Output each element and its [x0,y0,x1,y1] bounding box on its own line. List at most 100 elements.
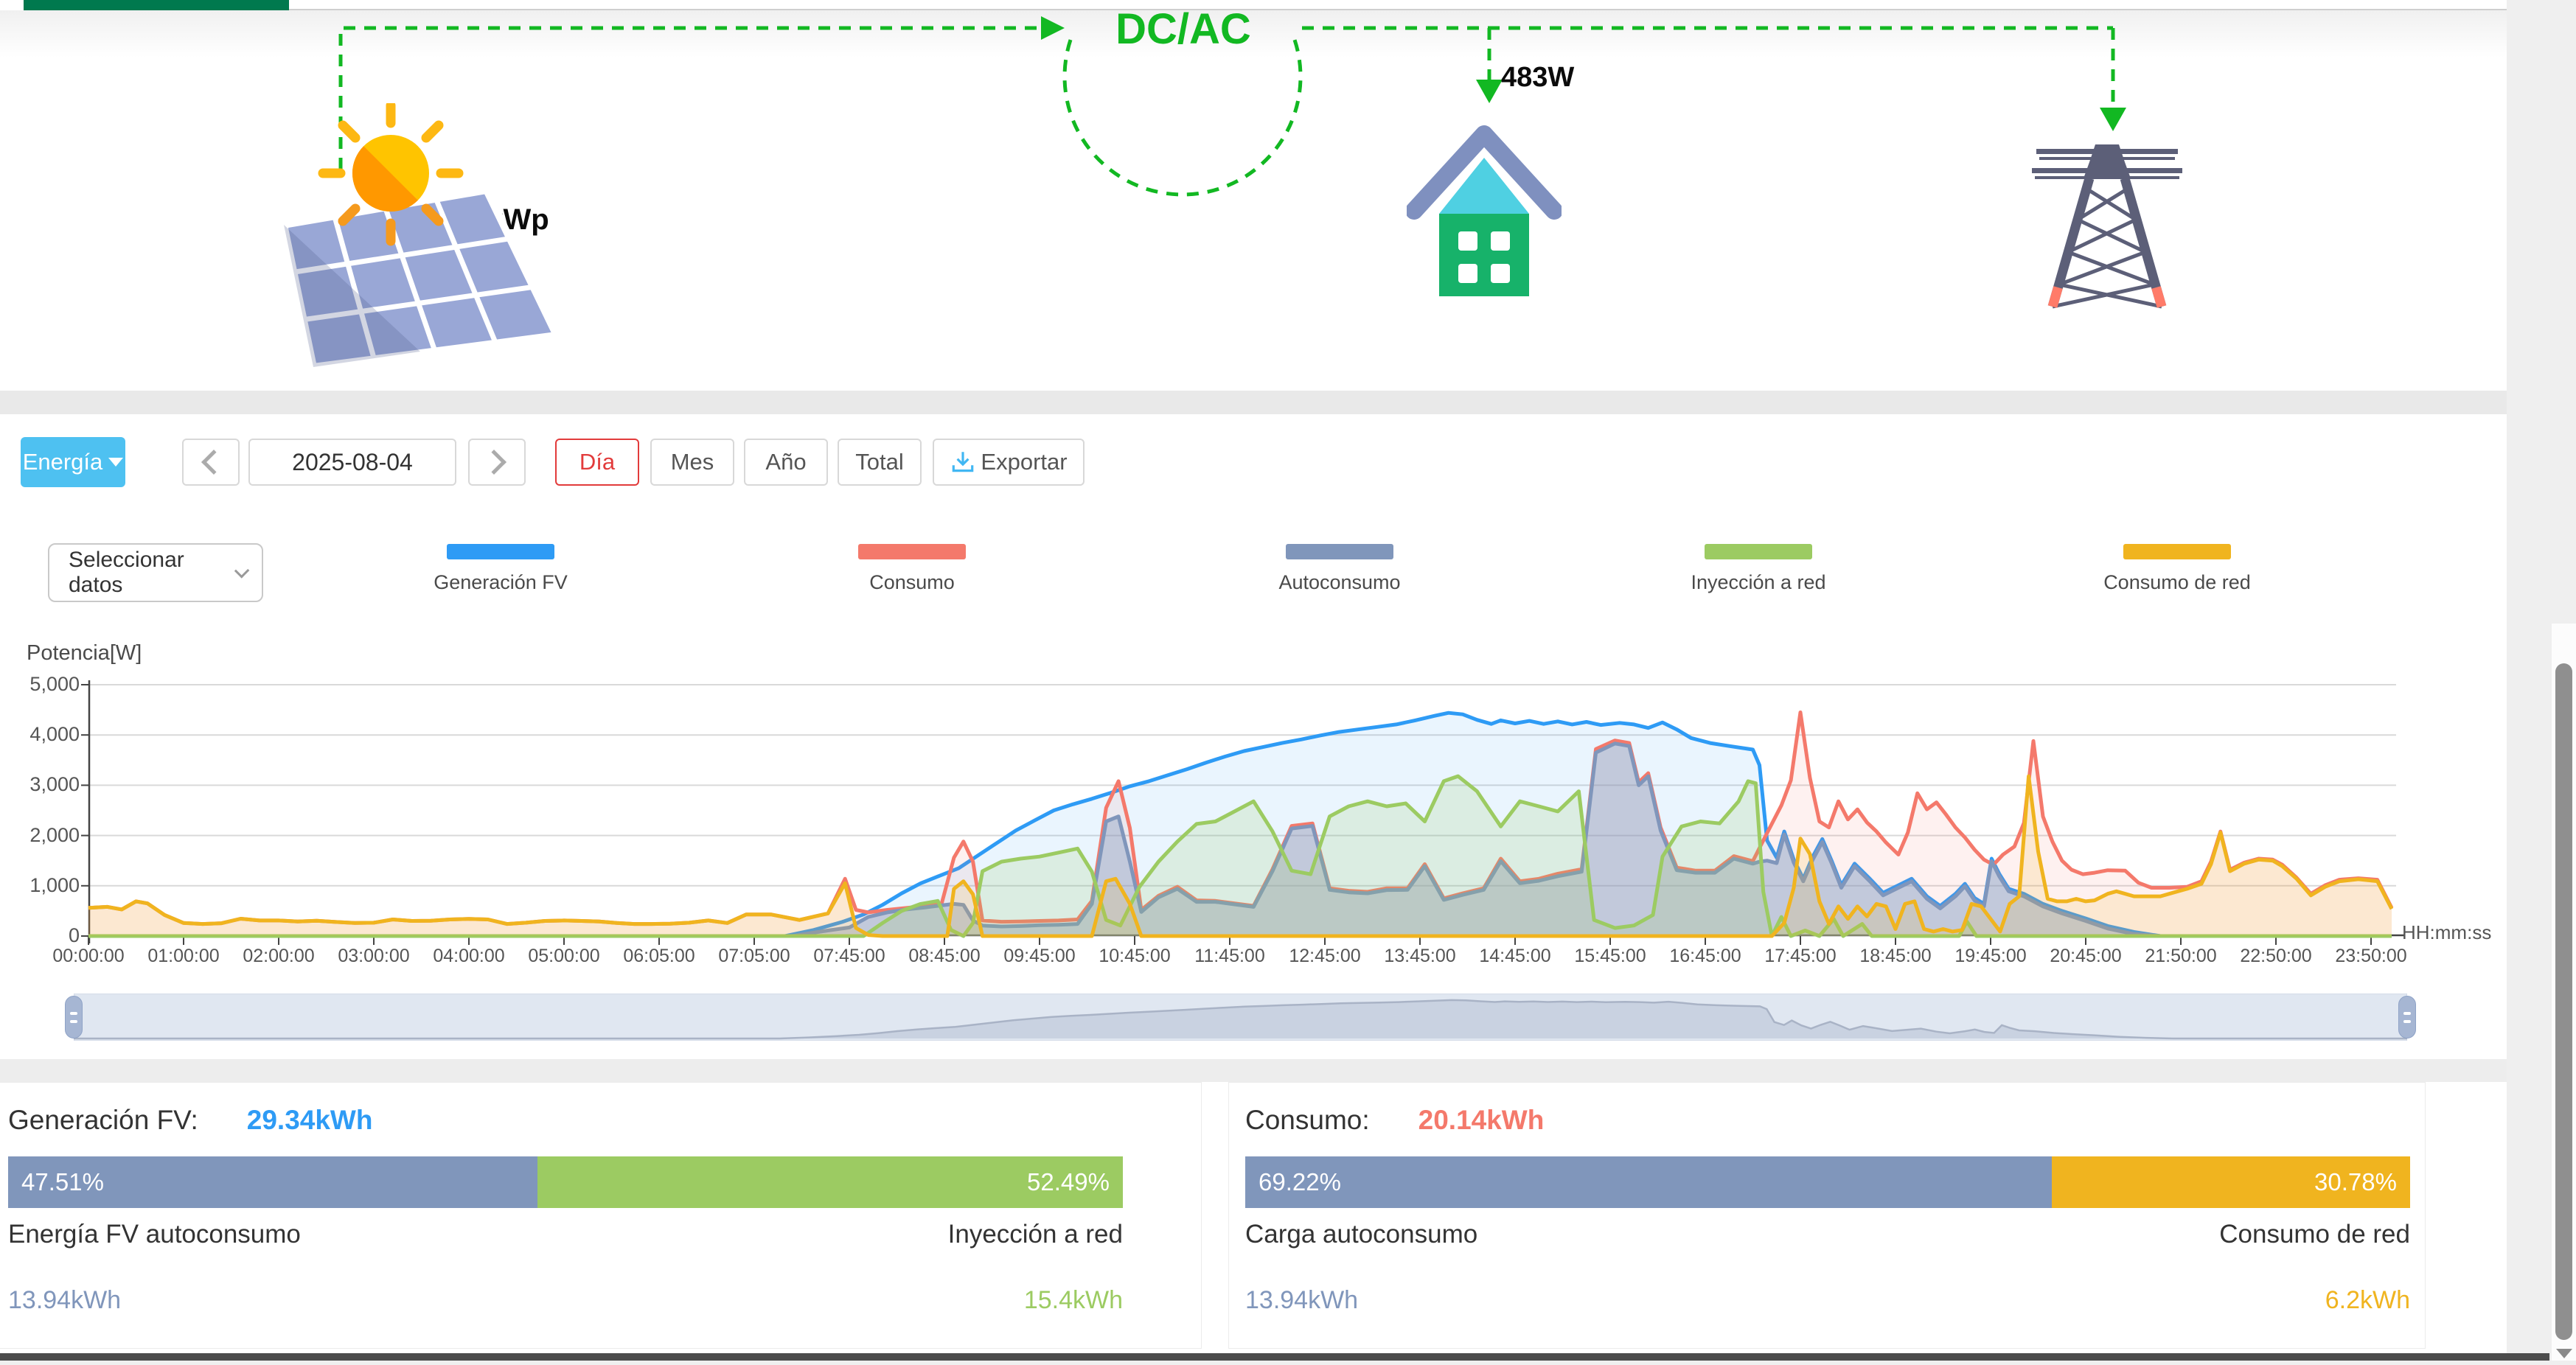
solar-panel-icon [279,103,563,371]
x-tick-label: 14:45:00 [1479,946,1551,966]
x-tick-label: 17:45:00 [1764,946,1837,966]
navigator-preview[interactable] [74,994,2407,1041]
date-value: 2025-08-04 [292,448,413,475]
house-icon [1407,125,1562,296]
legend-item[interactable]: Inyección a red [1611,544,1906,594]
period-button-día[interactable]: Día [555,439,639,486]
navigator-right-handle[interactable] [2398,996,2416,1038]
x-tick-label: 02:00:00 [243,946,315,966]
legend-swatch [447,544,554,559]
y-axis-title: Potencia[W] [27,641,142,665]
x-tick-label: 06:05:00 [623,946,695,966]
legend-item[interactable]: Consumo [765,544,1059,594]
scroll-down-arrow-icon[interactable] [2556,1349,2572,1358]
select-data-dropdown[interactable]: Seleccionar datos [48,543,263,602]
x-tick-label: 07:05:00 [718,946,790,966]
sun-icon [318,103,464,246]
y-tick-label: 5,000 [29,673,80,695]
x-tick-label: 09:45:00 [1003,946,1076,966]
download-icon [953,452,974,472]
vertical-scrollbar-thumb[interactable] [2555,663,2572,1340]
x-tick-label: 03:00:00 [338,946,410,966]
navigator-left-handle[interactable] [65,996,83,1038]
header-gradient [0,10,2576,57]
power-line-chart[interactable] [81,680,2405,945]
arrow-into-tower-icon [2100,108,2126,131]
house-power-label: 483W [1501,62,1575,93]
energy-mode-label: Energía [22,449,103,475]
pv-total-value: 29.34kWh [246,1105,373,1135]
previous-day-button[interactable] [182,439,240,486]
consumption-total-value: 20.14kWh [1418,1105,1545,1135]
x-tick-label: 00:00:00 [52,946,125,966]
legend-label: Inyección a red [1691,571,1826,593]
legend-swatch [1286,544,1393,559]
top-tab[interactable] [24,0,289,10]
x-tick-label: 11:45:00 [1194,946,1265,966]
legend-swatch [1705,544,1812,559]
inverter-label: DC/AC [1115,5,1251,53]
consumption-total-label: Consumo: [1245,1105,1370,1135]
legend-swatch [2123,544,2231,559]
x-tick-label: 15:45:00 [1574,946,1646,966]
load-self-consumption-label: Carga autoconsumo [1245,1220,1478,1249]
next-day-button[interactable] [468,439,526,486]
x-tick-label: 18:45:00 [1859,946,1932,966]
x-tick-label: 05:00:00 [528,946,600,966]
ratio-segment: 47.51% [8,1156,538,1208]
section-divider [0,1059,2576,1082]
legend-label: Consumo [869,571,955,593]
consumption-summary-card: Consumo: 20.14kWh 69.22% 30.78% Carga aut… [1228,1082,2426,1349]
caret-down-icon [108,458,124,467]
period-button-mes[interactable]: Mes [650,439,734,486]
y-tick-label: 3,000 [29,773,80,796]
x-tick-label: 12:45:00 [1289,946,1361,966]
x-tick-label: 10:45:00 [1099,946,1171,966]
ratio-segment: 69.22% [1245,1156,2052,1208]
period-button-año[interactable]: Año [744,439,828,486]
consumption-ratio-bar: 69.22% 30.78% [1245,1156,2410,1208]
date-picker[interactable]: 2025-08-04 [248,439,456,486]
grid-feedin-value: 15.4kWh [1023,1286,1123,1314]
arrow-into-inverter-icon [1041,16,1065,40]
x-tick-label: 21:50:00 [2145,946,2217,966]
chevron-right-icon [481,450,507,475]
legend-label: Autoconsumo [1278,571,1401,593]
section-divider [0,391,2576,414]
grid-consumption-label: Consumo de red [2219,1220,2410,1249]
x-tick-label: 01:00:00 [147,946,220,966]
inverter-circle [1062,39,1303,197]
x-tick-label: 20:45:00 [2050,946,2122,966]
x-tick-label: 07:45:00 [813,946,885,966]
export-button[interactable]: Exportar [933,439,1085,486]
header-divider [289,9,2576,10]
x-tick-label: 16:45:00 [1669,946,1741,966]
pv-ratio-bar: 47.51% 52.49% [8,1156,1123,1208]
period-button-total[interactable]: Total [838,439,922,486]
horizontal-scrollbar-thumb[interactable] [0,1353,2549,1361]
y-tick-label: 0 [68,924,80,946]
load-self-consumption-value: 13.94kWh [1245,1286,1359,1314]
legend-item[interactable]: Consumo de red [2030,544,2325,594]
y-tick-label: 4,000 [29,723,80,746]
export-label: Exportar [981,449,1068,475]
arrow-into-house-icon [1476,80,1503,103]
ratio-segment: 30.78% [2051,1156,2410,1208]
x-tick-label: 19:45:00 [1954,946,2027,966]
x-tick-label: 08:45:00 [908,946,981,966]
y-tick-label: 2,000 [29,823,80,846]
pv-total-label: Generación FV: [8,1105,198,1135]
pv-generation-summary-card: Generación FV: 29.34kWh 47.51% 52.49% Ene… [0,1082,1202,1349]
x-tick-label: 13:45:00 [1384,946,1456,966]
legend-item[interactable]: Autoconsumo [1192,544,1487,594]
x-tick-label: 04:00:00 [433,946,505,966]
chevron-left-icon [201,450,226,475]
energy-mode-dropdown[interactable]: Energía [21,437,125,487]
legend-label: Consumo de red [2103,571,2251,593]
x-axis-unit: HH:mm:ss [2402,921,2492,943]
ratio-segment: 52.49% [537,1156,1123,1208]
legend-item[interactable]: Generación FV [353,544,648,594]
grid-consumption-value: 6.2kWh [2325,1286,2410,1314]
horizontal-scrollbar-track [0,1361,2576,1365]
x-tick-label: 23:50:00 [2335,946,2407,966]
